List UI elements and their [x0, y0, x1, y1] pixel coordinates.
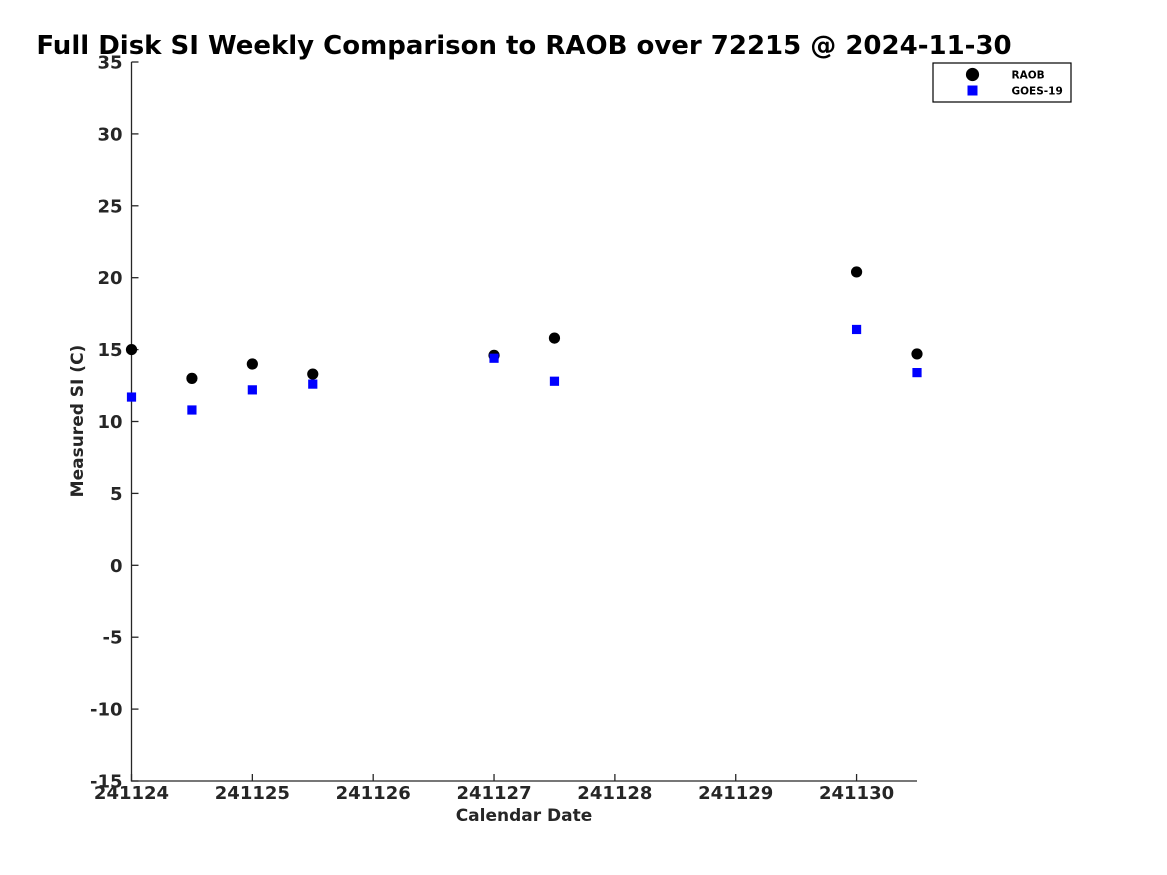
y-tick-label: 0: [110, 556, 123, 577]
x-tick-label: 241128: [577, 783, 652, 804]
y-tick-label: 5: [110, 484, 123, 505]
data-point-raob: [548, 332, 561, 344]
y-tick-label: -15: [90, 772, 123, 793]
legend: RAOB GOES-19: [932, 62, 1072, 103]
chart-title: Full Disk SI Weekly Comparison to RAOB o…: [36, 31, 1011, 61]
y-tick-label: 30: [97, 124, 122, 145]
axis-spines: [130, 62, 917, 782]
legend-marker-raob-icon: [965, 67, 980, 82]
y-tick-label: -5: [103, 628, 123, 649]
data-point-goes-19: [549, 376, 560, 386]
data-point-goes-19: [851, 324, 862, 335]
x-tick-label: 241126: [336, 783, 411, 804]
data-point-raob: [911, 348, 923, 360]
x-tick-label: 241125: [215, 783, 290, 804]
data-point-raob: [307, 368, 319, 380]
data-point-raob: [186, 372, 198, 384]
y-tick-label: 35: [97, 53, 122, 74]
y-tick-label: 15: [97, 340, 122, 361]
legend-marker-goes-19-icon: [967, 85, 978, 96]
x-tick-label: 241124: [94, 783, 169, 804]
data-point-raob: [246, 358, 258, 370]
legend-label-goes-19: GOES-19: [1012, 86, 1063, 98]
y-tick-label: 25: [97, 196, 122, 217]
x-tick-label: 241129: [698, 783, 773, 804]
y-tick-label: 20: [97, 268, 122, 289]
axes: 241124 241125 241126 241127 241128 241129 2411…: [90, 53, 917, 804]
y-tick-label: -10: [90, 700, 123, 721]
x-tick-label: 241130: [819, 783, 894, 804]
data-point-raob: [125, 344, 138, 356]
data-point-raob: [850, 266, 863, 278]
data-point-goes-19: [187, 405, 197, 415]
x-tick-label: 241127: [456, 783, 531, 804]
data-point-goes-19: [308, 379, 318, 389]
data-point-goes-19: [126, 392, 137, 402]
data-point-goes-19: [489, 353, 499, 363]
legend-box: [932, 62, 1072, 103]
data-points: [125, 266, 923, 415]
legend-label-raob: RAOB: [1012, 70, 1045, 82]
data-point-goes-19: [247, 385, 257, 395]
y-axis-label: Measured SI (C): [68, 345, 88, 498]
x-axis-label: Calendar Date: [456, 806, 593, 826]
data-point-goes-19: [912, 368, 922, 378]
y-tick-label: 10: [97, 412, 122, 433]
